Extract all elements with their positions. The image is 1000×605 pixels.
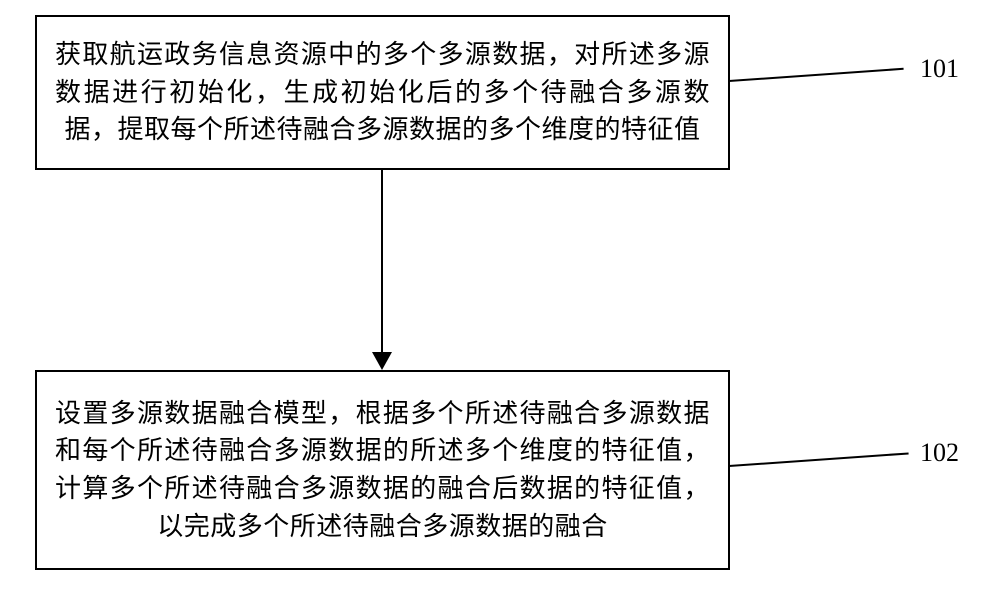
flow-node-101: 获取航运政务信息资源中的多个多源数据，对所述多源数据进行初始化，生成初始化后的多… [35, 15, 730, 170]
annotation-label-101: 101 [920, 54, 959, 84]
flow-node-102-text: 设置多源数据融合模型，根据多个所述待融合多源数据和每个所述待融合多源数据的所述多… [55, 395, 710, 546]
annotation-label-102: 102 [920, 438, 959, 468]
flow-edge-101-102 [381, 170, 383, 355]
flow-node-102: 设置多源数据融合模型，根据多个所述待融合多源数据和每个所述待融合多源数据的所述多… [35, 370, 730, 570]
annotation-leader-101 [729, 68, 904, 82]
arrow-head-icon [372, 352, 392, 370]
flow-node-101-text: 获取航运政务信息资源中的多个多源数据，对所述多源数据进行初始化，生成初始化后的多… [55, 36, 710, 149]
annotation-leader-102 [729, 452, 909, 467]
flowchart-container: 获取航运政务信息资源中的多个多源数据，对所述多源数据进行初始化，生成初始化后的多… [0, 0, 1000, 605]
